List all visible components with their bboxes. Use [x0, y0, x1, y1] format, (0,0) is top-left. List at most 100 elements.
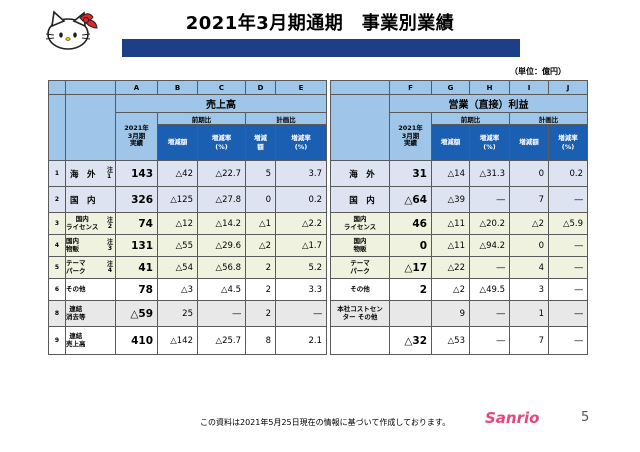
brand-logo: Sanrio	[485, 409, 540, 427]
table-row: 8 連結 消去等 △59 25 ― 2 ―	[48, 300, 327, 327]
row-label: 本社コストセン ター その他	[330, 300, 390, 327]
col-header-actual: 2021年 3月期 実績	[389, 112, 432, 161]
col-letter: J	[548, 80, 588, 95]
plan-rate: ―	[548, 326, 588, 355]
col-header-plan-rate: 増減率 (%)	[548, 124, 588, 161]
row-number: 9	[48, 326, 66, 355]
table-row: 6 その他 78 △3 △4.5 2 3.3	[48, 278, 327, 301]
actual-value: 143	[115, 160, 158, 187]
actual-value: 131	[115, 234, 158, 257]
row-number: 2	[48, 186, 66, 213]
group-header-prev: 前期比	[431, 112, 510, 125]
change-rate: △4.5	[197, 278, 246, 301]
plan-amount: △1	[245, 212, 276, 235]
plan-amount: 0	[509, 160, 549, 187]
plan-rate: △1.7	[275, 234, 327, 257]
change-amount: △11	[431, 234, 470, 257]
change-rate: △22.7	[197, 160, 246, 187]
plan-amount: △2	[245, 234, 276, 257]
change-rate: △14.2	[197, 212, 246, 235]
row-label: テーマ パーク	[330, 256, 390, 279]
col-letter: A	[115, 80, 158, 95]
plan-amount: 1	[509, 300, 549, 327]
row-label: 国内 物販 注 3	[65, 234, 116, 257]
col-header-chg-amount: 増減額	[431, 124, 470, 161]
row-label-text: テーマ パーク	[66, 259, 86, 275]
plan-amount: 7	[509, 186, 549, 213]
corner-cell	[65, 80, 116, 95]
row-label: その他	[330, 278, 390, 301]
row-number: 1	[48, 160, 66, 187]
plan-amount: 8	[245, 326, 276, 355]
row-label-text: 国内 物販	[66, 237, 80, 253]
plan-rate: 0.2	[275, 186, 327, 213]
row-label-text: その他	[66, 284, 86, 293]
plan-amount: 3	[509, 278, 549, 301]
table-row: 国内 ライセンス 46 △11 △20.2 △2 △5.9	[330, 212, 588, 235]
change-rate: △49.5	[469, 278, 510, 301]
row-label-text: 海 外	[70, 169, 96, 180]
actual-value: 326	[115, 186, 158, 213]
row-label: 国内 ライセンス	[330, 212, 390, 235]
col-letter: E	[275, 80, 327, 95]
col-letter: H	[469, 80, 510, 95]
page-number: 5	[581, 410, 590, 425]
actual-value: 31	[389, 160, 432, 187]
change-amount: △22	[431, 256, 470, 279]
plan-rate: 3.7	[275, 160, 327, 187]
change-rate: △29.6	[197, 234, 246, 257]
footnote-marker: 注 3	[106, 238, 113, 252]
footnote-marker: 注 1	[106, 166, 113, 180]
row-label: 海 外 注 1	[65, 160, 116, 187]
row-label: その他	[65, 278, 116, 301]
plan-rate: ―	[548, 278, 588, 301]
table-row: 国内 物販 0 △11 △94.2 0 ―	[330, 234, 588, 257]
band-header-sales: 売上高	[115, 94, 327, 113]
row-number: 5	[48, 256, 66, 279]
footer-disclaimer: この資料は2021年5月25日現在の情報に基づいて作成しております。	[200, 418, 451, 427]
table-row: 9 連結 売上高 410 △142 △25.7 8 2.1	[48, 326, 327, 355]
page-title: 2021年3月期通期 事業別業績	[185, 13, 455, 34]
actual-value: 46	[389, 212, 432, 235]
corner-cell	[48, 80, 66, 95]
plan-rate: ―	[548, 300, 588, 327]
sales-table: A B C D E 売上高 2021年 3月期 実績 前期比 計画比 増減額 増…	[48, 80, 327, 355]
group-header-plan: 計画比	[245, 112, 327, 125]
row-label: 国 内	[330, 186, 390, 213]
table-row: テーマ パーク △17 △22 ― 4 ―	[330, 256, 588, 279]
plan-amount: 0	[509, 234, 549, 257]
band-header-profit: 営業（直接）利益	[389, 94, 588, 113]
row-label: 連結 売上高	[65, 326, 116, 355]
corner-cell	[330, 80, 390, 95]
row-label: 連結 消去等	[65, 300, 116, 327]
actual-value: 0	[389, 234, 432, 257]
change-amount: △12	[157, 212, 198, 235]
actual-value: 78	[115, 278, 158, 301]
actual-value: △64	[389, 186, 432, 213]
col-header-chg-amount: 増減額	[157, 124, 198, 161]
plan-rate: △5.9	[548, 212, 588, 235]
change-amount: △54	[157, 256, 198, 279]
plan-amount: 4	[509, 256, 549, 279]
table-row: 2 国 内 326 △125 △27.8 0 0.2	[48, 186, 327, 213]
change-amount: △39	[431, 186, 470, 213]
plan-amount: 7	[509, 326, 549, 355]
change-amount: △2	[431, 278, 470, 301]
row-label-text: 連結 売上高	[66, 332, 86, 348]
change-rate: ―	[469, 256, 510, 279]
plan-rate: ―	[548, 186, 588, 213]
table-row: 5 テーマ パーク 注 4 41 △54 △56.8 2 5.2	[48, 256, 327, 279]
row-number: 4	[48, 234, 66, 257]
change-amount: △55	[157, 234, 198, 257]
change-rate: ―	[469, 186, 510, 213]
col-header-chg-rate: 増減率 (%)	[469, 124, 510, 161]
change-amount: △11	[431, 212, 470, 235]
col-letter: D	[245, 80, 276, 95]
corner-cell	[65, 94, 116, 161]
row-number: 8	[48, 300, 66, 327]
table-row: 4 国内 物販 注 3 131 △55 △29.6 △2 △1.7	[48, 234, 327, 257]
col-header-chg-rate: 増減率 (%)	[197, 124, 246, 161]
plan-rate: 2.1	[275, 326, 327, 355]
row-label-text: 国内 ライセンス	[66, 215, 99, 231]
row-label: 国 内	[65, 186, 116, 213]
